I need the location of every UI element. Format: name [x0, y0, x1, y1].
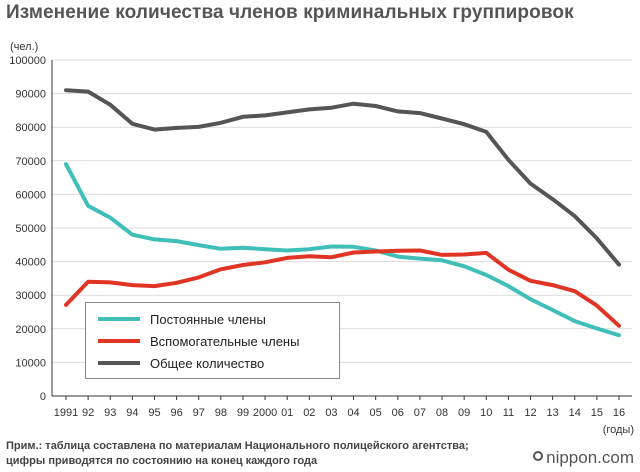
x-tick-label: 94 — [126, 407, 138, 419]
legend-swatch-permanent — [98, 317, 140, 321]
x-tick-label: 1991 — [54, 407, 78, 419]
brand-dot-icon — [533, 451, 544, 461]
legend-item-permanent: Постоянные члены — [86, 309, 266, 329]
y-axis-unit-label: (чел.) — [10, 41, 38, 53]
chart-legend: Постоянные члены Вспомогательные члены О… — [85, 302, 340, 379]
x-tick-label: 07 — [414, 407, 426, 419]
y-tick-label: 0 — [40, 391, 46, 403]
y-tick-label: 60000 — [15, 189, 46, 201]
y-tick-label: 30000 — [15, 290, 46, 302]
y-tick-label: 100000 — [9, 55, 46, 67]
x-tick-label: 2000 — [253, 407, 277, 419]
x-tick-label: 13 — [547, 407, 559, 419]
x-tick-label: 92 — [82, 407, 94, 419]
x-tick-label: 11 — [503, 407, 514, 419]
x-tick-label: 08 — [436, 407, 448, 419]
legend-item-auxiliary: Вспомогательные члены — [86, 331, 299, 351]
x-tick-label: 04 — [347, 407, 359, 419]
series-line-total — [64, 88, 621, 267]
x-tick-label: 03 — [325, 407, 337, 419]
y-tick-label: 70000 — [15, 156, 46, 168]
x-tick-label: 01 — [281, 407, 293, 419]
x-tick-label: 02 — [303, 407, 315, 419]
x-tick-label: 93 — [104, 407, 116, 419]
x-axis-unit-label: (годы) — [603, 424, 634, 436]
x-tick-label: 09 — [458, 407, 470, 419]
y-tick-label: 80000 — [15, 122, 46, 134]
x-tick-label: 10 — [480, 407, 492, 419]
y-tick-label: 20000 — [15, 324, 46, 336]
legend-label-total: Общее количество — [150, 355, 265, 371]
x-tick-label: 16 — [613, 407, 625, 419]
line-chart: 0 10000 20000 30000 40000 50000 60000 70000 8000… — [9, 41, 634, 436]
footnote-line-1: Прим.: таблица составлена по материалам … — [6, 440, 469, 452]
y-tick-label: 50000 — [15, 223, 46, 235]
x-tick-label: 95 — [148, 407, 160, 419]
x-tick-label: 15 — [591, 407, 603, 419]
x-tick-label: 05 — [370, 407, 382, 419]
legend-swatch-auxiliary — [98, 339, 140, 343]
legend-label-auxiliary: Вспомогательные члены — [150, 333, 300, 349]
series-line-auxiliary — [64, 248, 621, 328]
brand-text: nippon.com — [546, 448, 634, 467]
x-tick-label: 14 — [569, 407, 581, 419]
legend-item-total: Общее количество — [86, 353, 264, 373]
y-tick-label: 90000 — [15, 89, 46, 101]
y-tick-label: 10000 — [15, 357, 46, 369]
x-tick-label: 97 — [193, 407, 205, 419]
footnote-line-2: цифры приводятся по состоянию на конец к… — [6, 455, 318, 467]
x-tick-label: 06 — [392, 407, 404, 419]
legend-label-permanent: Постоянные члены — [150, 311, 266, 327]
x-tick-label: 96 — [170, 407, 182, 419]
brand-logo: nippon.com — [533, 448, 634, 468]
series-line-permanent — [64, 162, 621, 338]
chart-title: Изменение количества членов криминальных… — [6, 2, 574, 23]
x-tick-label: 98 — [215, 407, 227, 419]
x-tick-label: 99 — [237, 407, 249, 419]
x-tick-label: 12 — [524, 407, 536, 419]
legend-swatch-total — [98, 361, 140, 365]
y-tick-label: 40000 — [15, 257, 46, 269]
